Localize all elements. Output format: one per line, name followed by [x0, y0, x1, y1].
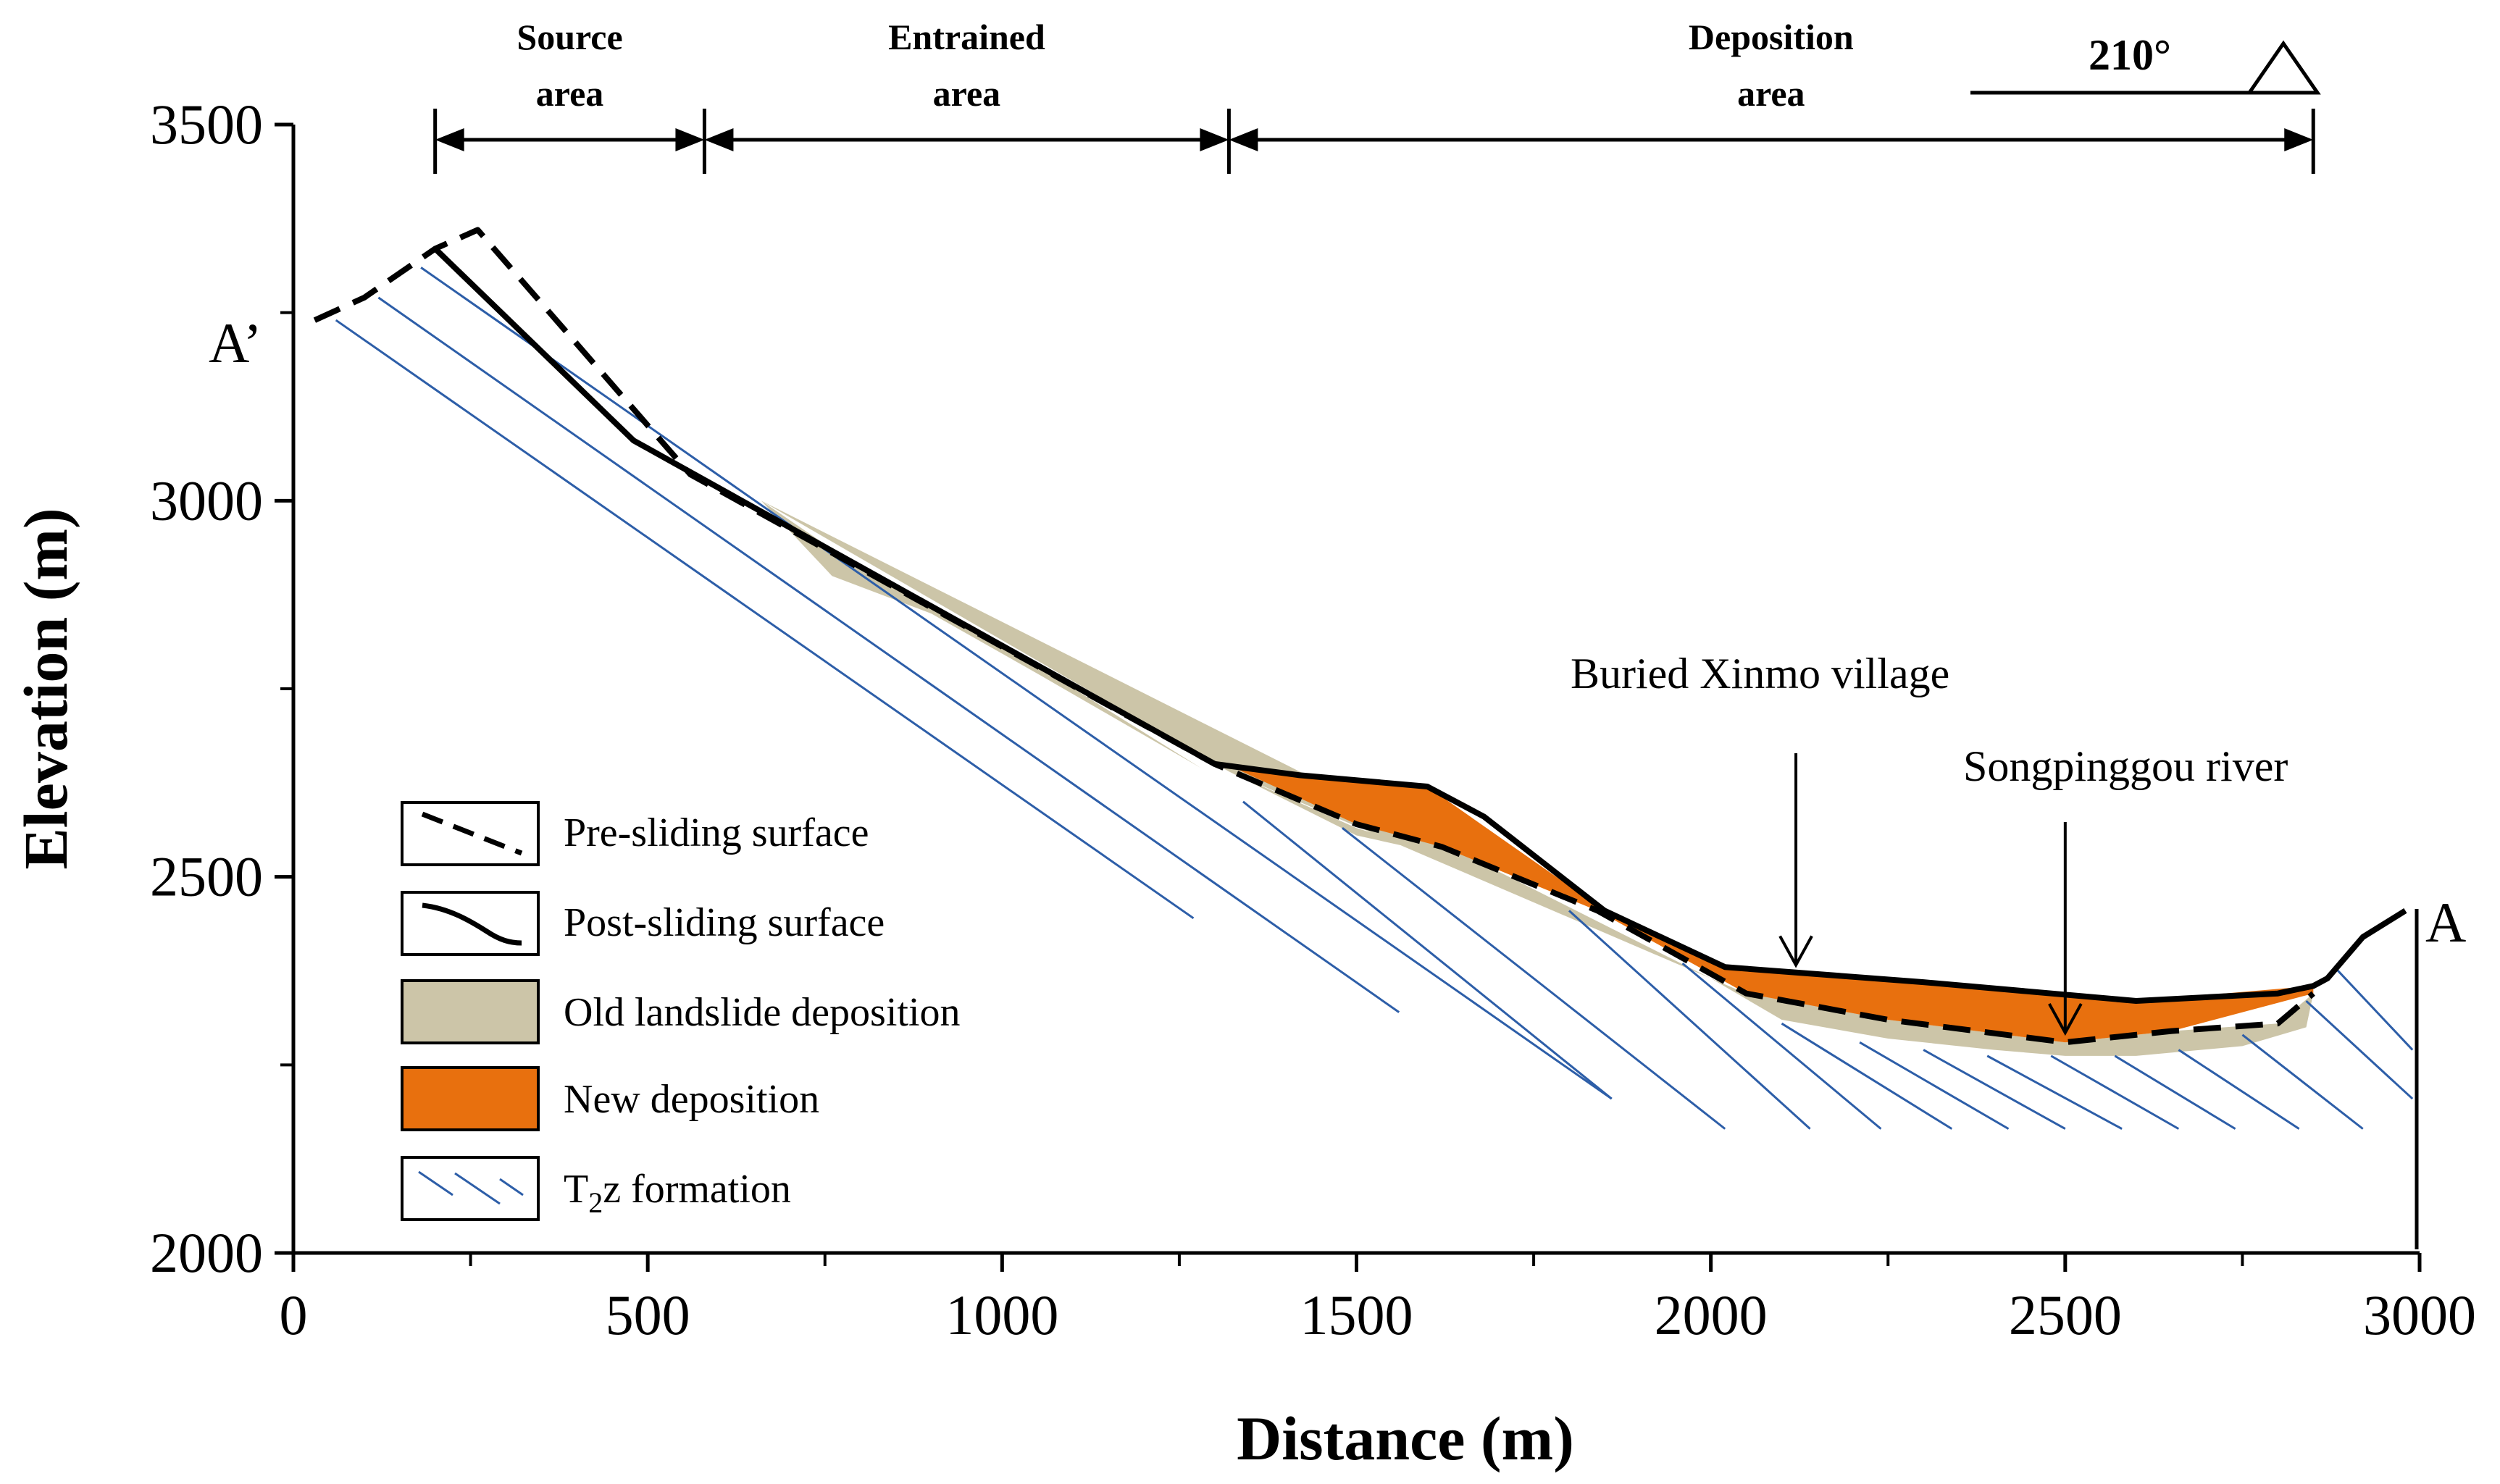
t2z-hatch-line: [1781, 1022, 1953, 1130]
endpoint-right-label: A: [2425, 891, 2466, 954]
t2z-hatch-line: [2305, 999, 2414, 1100]
zone-label-line2: area: [1737, 73, 1805, 114]
x-axis-title: Distance (m): [1237, 1404, 1574, 1473]
zone-arrowhead-left-icon: [1229, 128, 1258, 151]
x-tick-label: 2000: [1655, 1283, 1768, 1346]
endpoint-left-label: A’: [209, 311, 262, 374]
legend-label-post: Post-sliding surface: [564, 900, 885, 945]
zone-arrowhead-right-icon: [2284, 128, 2314, 151]
annotation-buried-village: Buried Xinmo village: [1571, 650, 1949, 697]
y-tick-label: 3000: [150, 469, 263, 532]
legend-swatch-t2z: [401, 1156, 540, 1221]
legend-label-t2z-rest: z formation: [603, 1167, 791, 1212]
x-tick-label: 500: [606, 1283, 690, 1346]
legend-pre-dashed-line: [421, 811, 523, 856]
annotations: Buried Xinmo village Songpinggou river: [1571, 650, 2288, 1036]
t2z-hatch-line: [1986, 1055, 2123, 1130]
triangle-icon: [2246, 40, 2321, 95]
t2z-hatch-line: [1242, 800, 1613, 1100]
legend-label-t2z-sub: 2: [588, 1186, 603, 1219]
legend-label-t2z-main: T: [564, 1167, 588, 1212]
zone-arrowhead-left-icon: [704, 128, 734, 151]
legend-hatch-line-2: [454, 1172, 501, 1205]
post-sliding-surface-line: [432, 246, 2407, 1004]
legend: Pre-sliding surface Post-sliding surface…: [401, 801, 961, 1221]
t2z-hatch-line: [1681, 962, 1882, 1130]
pre-sliding-surface-line: [313, 227, 2315, 1046]
y-tick-label: 2000: [150, 1221, 263, 1284]
x-tick-label: 2500: [2009, 1283, 2122, 1346]
annotation-arrowhead-icon: [2048, 1003, 2083, 1036]
x-tick-label: 1000: [945, 1283, 1058, 1346]
zone-arrowhead-right-icon: [1200, 128, 1229, 151]
legend-swatch-old: [401, 979, 540, 1044]
legend-label-pre: Pre-sliding surface: [564, 810, 869, 855]
t2z-hatch-line: [2241, 1034, 2364, 1130]
t2z-hatch-line: [2050, 1055, 2180, 1130]
zone-label-line2: area: [536, 73, 603, 114]
zone-label-line1: Deposition: [1689, 17, 1854, 57]
annotation-songpinggou-river: Songpinggou river: [1963, 742, 2288, 790]
x-tick-label: 3000: [2363, 1283, 2476, 1346]
t2z-hatch-line: [2333, 966, 2414, 1051]
t2z-hatch-line: [420, 267, 1613, 1100]
orientation-label: 210°: [2089, 31, 2171, 79]
y-tick-label: 2500: [150, 845, 263, 908]
legend-label-new: New deposition: [564, 1077, 819, 1122]
zone-label-line2: area: [933, 73, 1000, 114]
zone-label-line1: Entrained: [888, 17, 1045, 57]
legend-hatch-line-1: [418, 1170, 453, 1196]
axis-ticks: 0 500 1000 1500 2000 2500 3000 2000 2500 3000 3500: [150, 93, 2476, 1346]
x-tick-label: 0: [280, 1283, 308, 1346]
t2z-hatch-line: [1342, 826, 1726, 1130]
t2z-hatch-line: [1859, 1041, 2010, 1130]
legend-hatch-line-3: [499, 1178, 524, 1196]
y-tick-label: 3500: [150, 93, 263, 156]
t2z-hatching: [335, 267, 2414, 1130]
t2z-hatch-line: [377, 296, 1400, 1013]
annotation-arrowhead-icon: [1778, 935, 1813, 968]
legend-post-solid-line: [422, 902, 522, 946]
surface-lines: [313, 227, 2407, 1046]
legend-swatch-new: [401, 1066, 540, 1131]
zone-label-line1: Source: [517, 17, 622, 57]
t2z-hatch-line: [1923, 1049, 2066, 1130]
t2z-hatch-line: [1568, 910, 1811, 1130]
zone-markers: Source area Entrained area Deposition area: [433, 17, 2315, 174]
deposition-layers: [761, 500, 2314, 1056]
legend-label-t2z: T2z formation: [564, 1167, 791, 1219]
x-tick-label: 1500: [1300, 1283, 1413, 1346]
y-axis-title: Elevation (m): [11, 508, 80, 869]
t2z-hatch-line: [335, 319, 1195, 920]
zone-arrowhead-left-icon: [435, 128, 464, 151]
t2z-hatch-line: [2178, 1049, 2300, 1130]
zone-arrowhead-right-icon: [675, 128, 705, 151]
t2z-hatch-line: [2114, 1055, 2236, 1130]
new-deposition-area: [1229, 765, 2314, 1043]
orientation-marker: 210°: [1970, 31, 2321, 95]
legend-label-old: Old landslide deposition: [564, 990, 961, 1035]
